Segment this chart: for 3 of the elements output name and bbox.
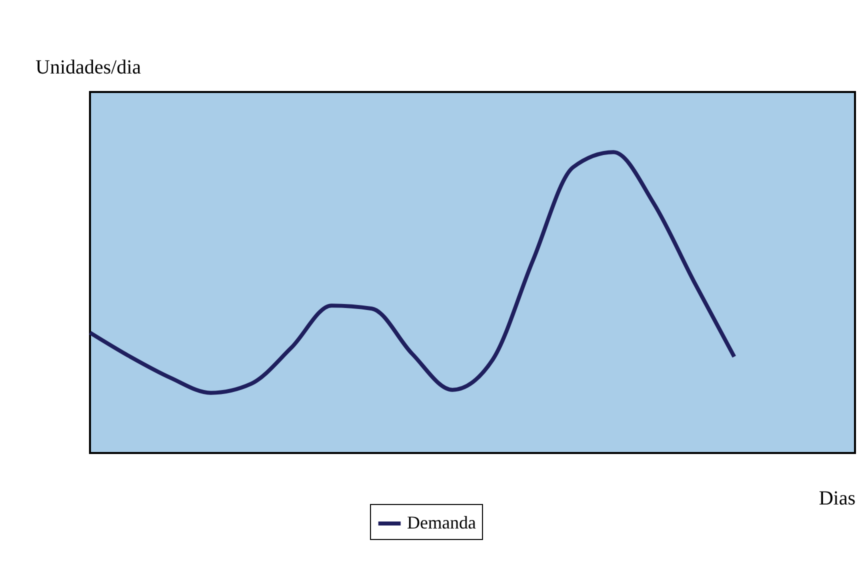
y-axis-title: Unidades/dia	[36, 56, 142, 78]
legend-label: Demanda	[407, 512, 476, 532]
x-axis-title: Dias	[818, 488, 856, 510]
